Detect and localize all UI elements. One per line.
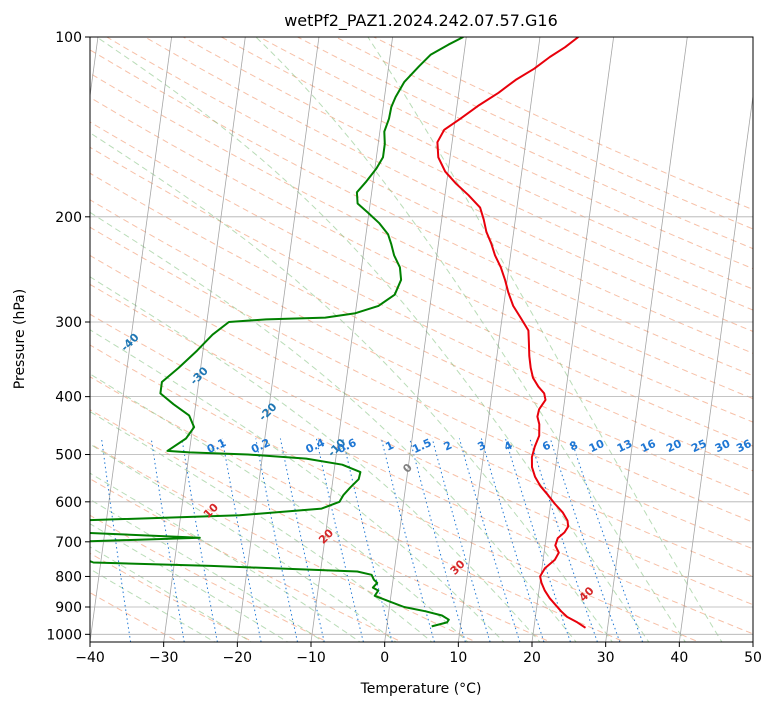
mixing-ratio-label: 13 [615,437,634,455]
moist-adiabat [90,546,253,642]
mixing-ratio-line [101,438,132,642]
y-tick-label: 800 [55,569,82,585]
isotherm-line [384,37,467,642]
y-tick-label: 200 [55,210,82,226]
dry-adiabat [258,37,753,270]
y-tick-label: 400 [55,390,82,406]
mixing-ratio-line [150,438,185,642]
moist-adiabat [90,211,577,642]
plot-area: -100-90-80-70-60-50-40-30-20-10010203040… [90,37,754,642]
dry-adiabat [90,478,403,642]
moist-adiabat [90,443,397,642]
x-tick-label: −20 [223,650,253,666]
moist-adiabat [90,523,289,642]
dry-adiabat [220,37,753,290]
moist-adiabat [255,37,686,642]
dry-adiabat [90,49,753,377]
pressure-gridlines [90,37,753,635]
y-tick-label: 900 [55,600,82,616]
isotherm-line [531,37,615,642]
x-tick-label: −30 [149,650,179,666]
x-axis-label: Temperature (°C) [360,681,482,697]
moist-adiabat [90,132,614,642]
y-axis-ticks: 1000 900 800 700 600 500 400 300 200 100 [46,30,90,643]
dry-adiabat [90,226,753,550]
x-axis-ticks: −40 −30 −20 −10 0 10 20 30 40 50 [75,642,762,666]
moist-adiabat [90,568,216,642]
chart-title: wetPf2_PAZ1.2024.242.07.57.G16 [284,11,558,31]
dry-adiabat [90,146,753,472]
dry-adiabat [90,96,753,423]
moist-adiabat [90,472,361,642]
dry-adiabat [90,592,180,642]
plot-frame [89,36,754,643]
isotherm-line [310,37,394,642]
y-tick-label: 300 [55,315,82,331]
sounding-profiles [90,37,587,629]
dewpoint-profile [90,37,464,628]
y-axis-label: Pressure (hPa) [12,289,28,389]
y-tick-label: 600 [55,495,82,511]
dry-adiabat [90,552,255,642]
dry-adiabat [90,409,552,642]
mixing-ratio-label: 25 [689,437,708,455]
y-tick-label: 100 [55,30,82,46]
dry-adiabat [90,254,753,577]
x-tick-label: −10 [296,650,326,666]
mixing-ratio-label: 36 [734,437,754,455]
isotherm-line [457,37,541,642]
isotherm-line [163,37,246,642]
dry-adiabat [90,344,701,642]
x-tick-label: 30 [597,650,615,666]
isotherms [90,37,753,642]
mixing-ratio-line [480,438,545,642]
mixing-ratio-label: 16 [639,437,659,455]
mixing-ratio-label: 10 [587,437,607,455]
dry-adiabat [90,283,753,606]
dry-adiabat [90,376,626,642]
moist-adiabat [96,37,650,642]
moist-adiabat [367,37,723,642]
y-tick-label: 1000 [46,627,82,643]
mixing-ratio-label: 30 [713,437,733,455]
mixing-ratio-label: 20 [664,437,684,455]
y-tick-label: 500 [55,448,82,464]
dry-adiabat [144,37,753,332]
mixing-ratio-line [409,438,466,642]
mixing-ratio-line [458,438,521,642]
mixing-ratio-line [431,438,491,642]
isotherm-line [605,37,688,642]
x-tick-label: 0 [380,650,389,666]
x-tick-label: 20 [523,650,541,666]
temperature-profile [436,37,587,629]
x-tick-label: 50 [744,650,762,666]
x-tick-label: −40 [75,650,105,666]
y-tick-label: 700 [55,535,82,551]
x-tick-label: 10 [449,650,467,666]
dry-adiabat [90,199,753,523]
isotherm-line [236,37,320,642]
dry-adiabats [90,37,753,642]
x-tick-label: 40 [670,650,688,666]
isotherm-line [678,92,753,642]
